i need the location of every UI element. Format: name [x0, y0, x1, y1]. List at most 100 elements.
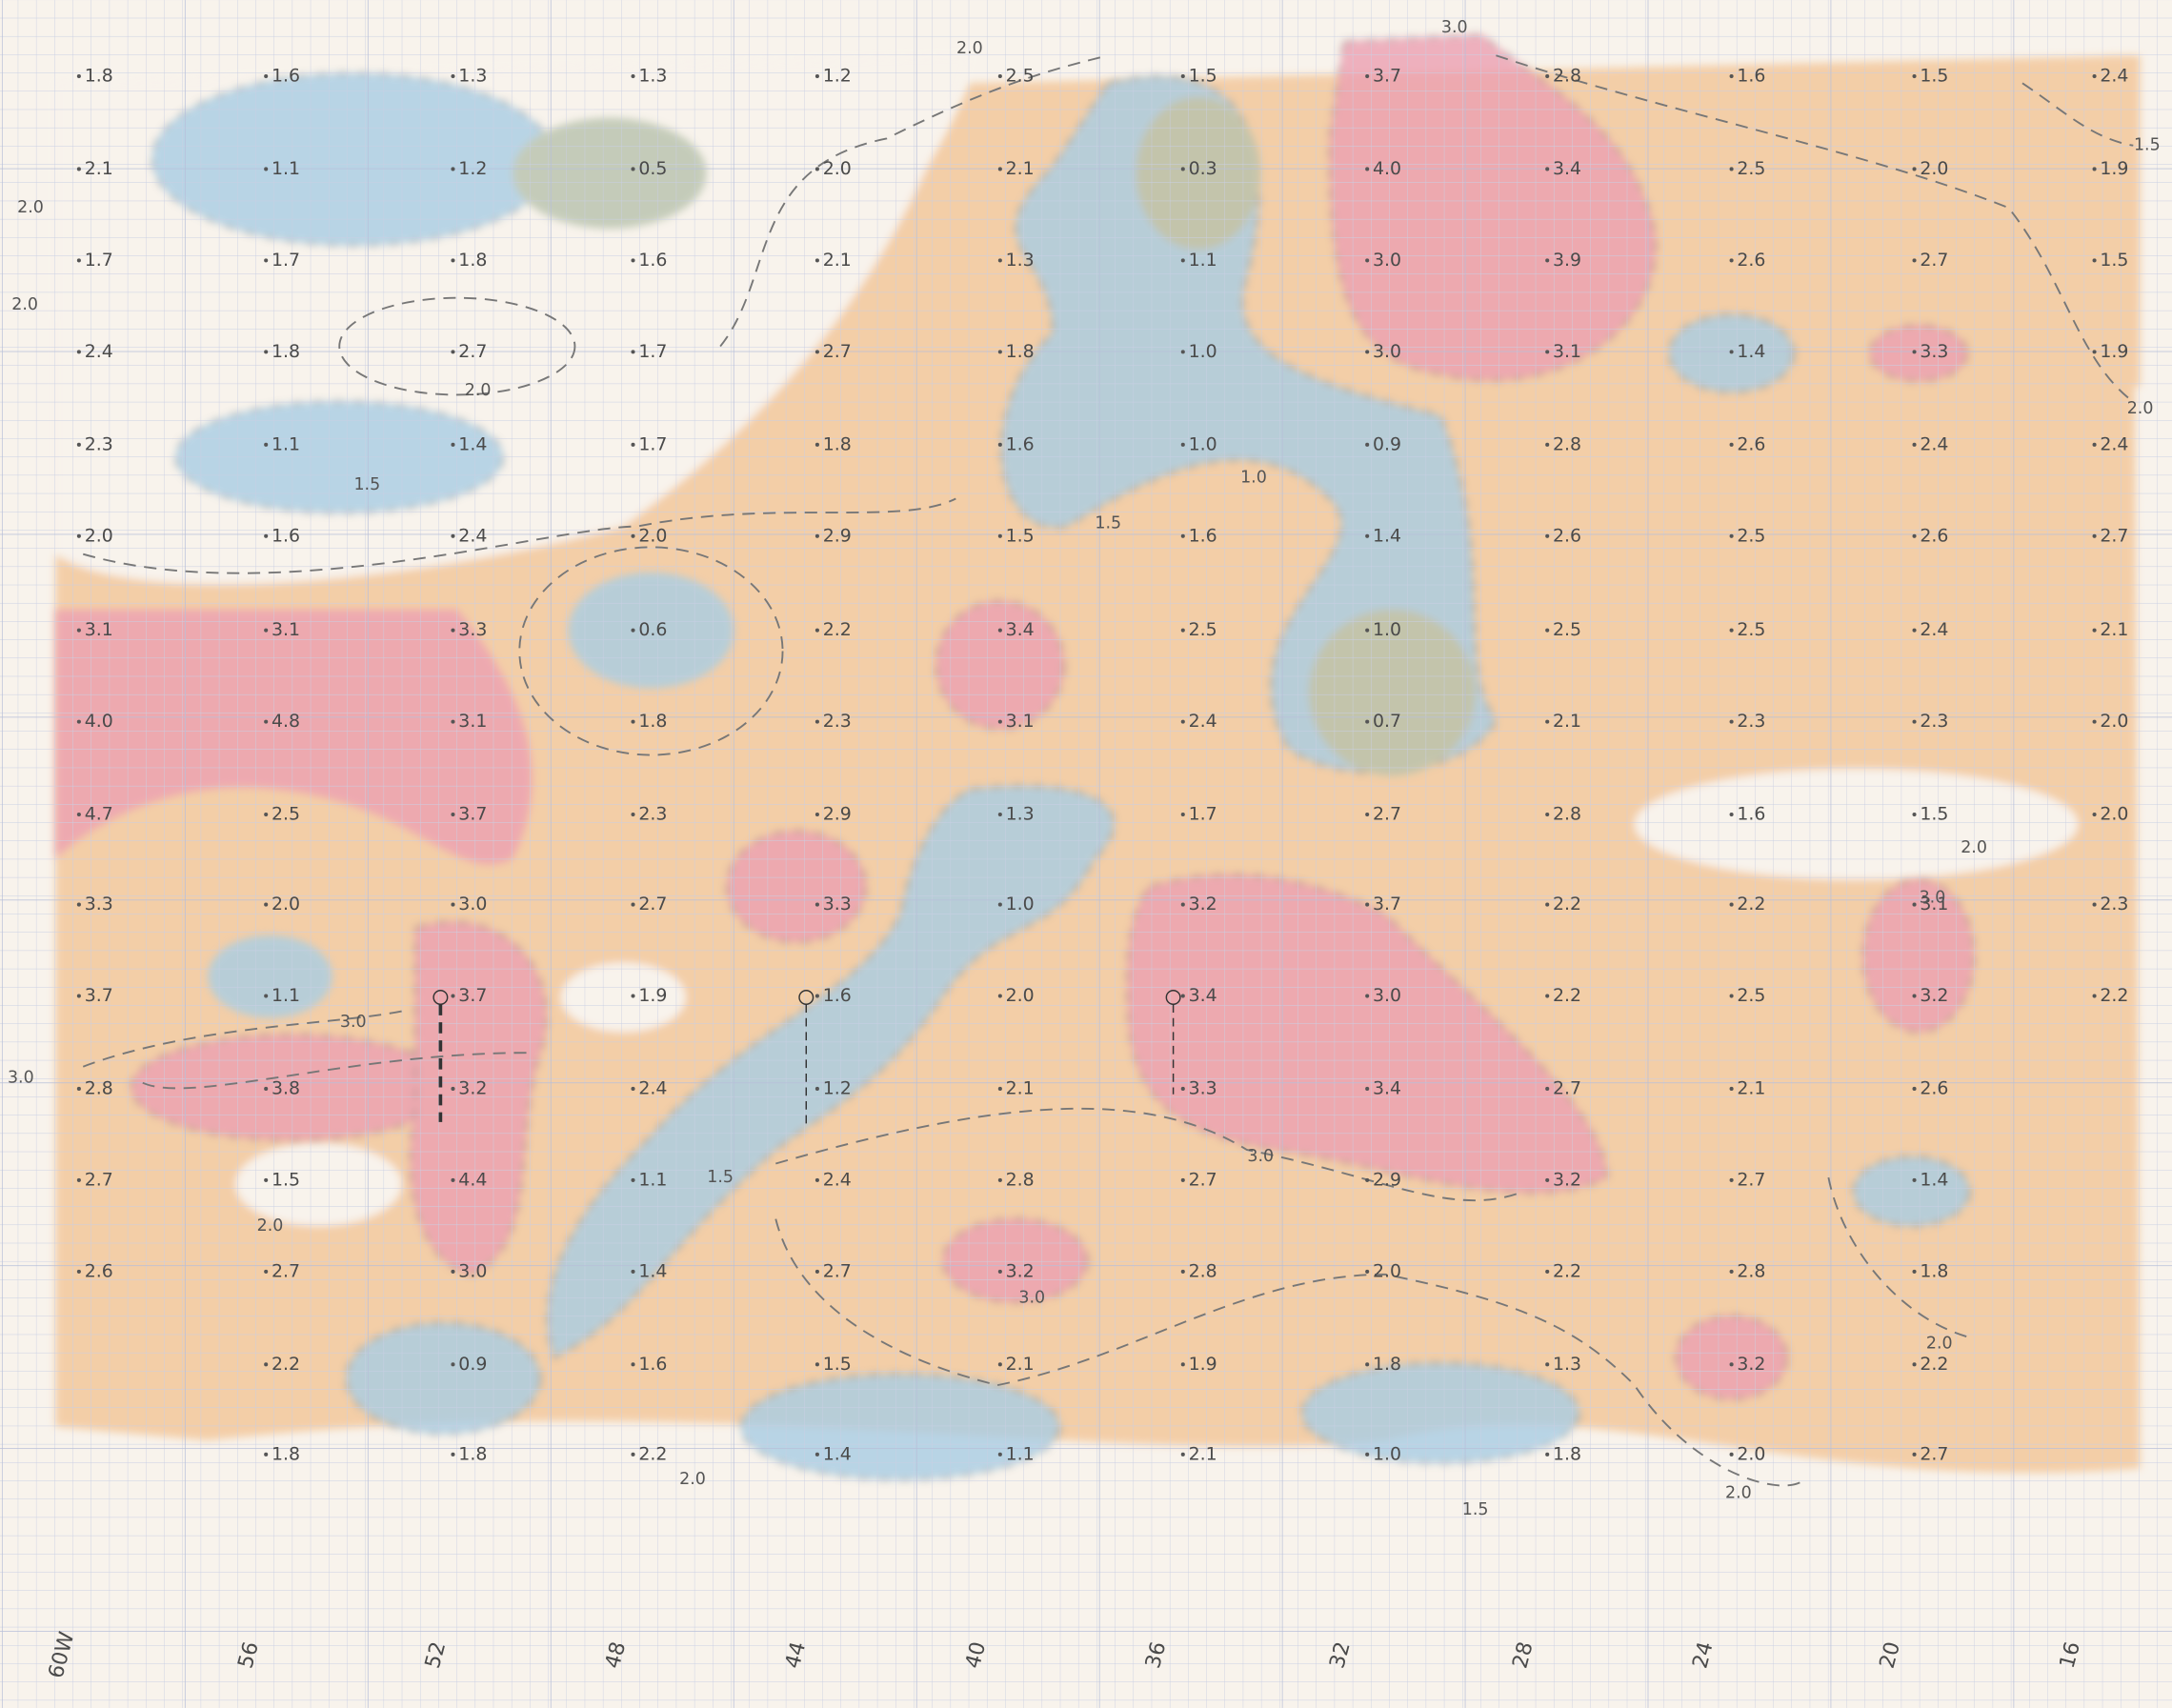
- station-dot: [631, 994, 635, 998]
- contour: [82, 1010, 527, 1090]
- station-dot: [1912, 167, 1917, 171]
- value-label: 2.1: [1189, 1443, 1217, 1464]
- value-label: 3.0: [1373, 985, 1401, 1006]
- station-dot: [1729, 167, 1734, 171]
- station-dot: [1545, 1086, 1550, 1092]
- value-label: 3.2: [458, 1077, 487, 1098]
- station-dot: [814, 1177, 819, 1182]
- contour-label: 2.0: [1725, 1484, 1752, 1503]
- value-label: 2.5: [1737, 619, 1765, 640]
- station-dot: [1365, 813, 1370, 817]
- station-dot: [1545, 350, 1550, 354]
- value-label: 2.4: [85, 341, 113, 362]
- value-label: 2.6: [1737, 250, 1765, 271]
- value-label: 3.1: [1553, 341, 1581, 362]
- contour-label: 2.0: [956, 39, 983, 58]
- value-label: 1.4: [823, 1443, 852, 1464]
- station-dot: [1729, 1086, 1734, 1092]
- station-dot: [76, 1086, 81, 1092]
- station-dot: [1180, 719, 1185, 724]
- station-dot: [1912, 902, 1917, 907]
- station-dot: [814, 1452, 819, 1457]
- station-dot: [2092, 350, 2097, 354]
- value-label: 1.4: [1373, 525, 1401, 546]
- value-label: 1.0: [1189, 341, 1217, 362]
- station-dot: [631, 1269, 635, 1274]
- contour: [2021, 82, 2134, 147]
- station-dot: [1545, 533, 1550, 538]
- value-label: 1.8: [85, 66, 113, 87]
- station-dot: [1729, 813, 1734, 817]
- value-label: 3.0: [458, 894, 487, 914]
- contour-label: 1.0: [1240, 469, 1267, 488]
- value-label: 0.9: [1373, 433, 1401, 454]
- station-dot: [1912, 442, 1917, 447]
- station-dot: [1180, 1362, 1185, 1367]
- value-label: 1.5: [2100, 250, 2128, 271]
- value-label: 1.7: [272, 250, 300, 271]
- station-dot: [1545, 813, 1550, 817]
- station-dot: [451, 813, 455, 817]
- station-dot: [1365, 167, 1370, 171]
- value-label: 3.9: [1553, 250, 1581, 271]
- value-label: 2.3: [2100, 894, 2128, 914]
- contour-label: 1.5: [1095, 514, 1121, 533]
- station-dot: [451, 442, 455, 447]
- station-dot: [1365, 350, 1370, 354]
- value-label: 2.0: [1006, 985, 1035, 1006]
- value-label: 2.5: [1737, 158, 1765, 179]
- station-dot: [1365, 73, 1370, 79]
- value-label: 2.9: [823, 525, 852, 546]
- value-label: 2.8: [1553, 66, 1581, 87]
- value-label: 3.2: [1006, 1260, 1035, 1281]
- contour: [719, 54, 1109, 348]
- station-dot: [1365, 258, 1370, 263]
- station-dot: [997, 813, 1002, 817]
- value-label: 3.7: [1373, 66, 1401, 87]
- station-dot: [264, 1177, 269, 1182]
- value-label: 1.9: [2100, 341, 2128, 362]
- contour-label: 3.0: [1920, 888, 1946, 907]
- contour-label: 3.0: [340, 1013, 367, 1032]
- value-label: 2.7: [458, 341, 487, 362]
- station-dot: [451, 994, 455, 998]
- value-label: 2.0: [823, 158, 852, 179]
- value-label: 2.4: [823, 1169, 852, 1190]
- contour: [775, 1107, 1524, 1202]
- value-label: 2.6: [1553, 525, 1581, 546]
- station-dot: [631, 442, 635, 447]
- station-dot: [1365, 1452, 1370, 1457]
- contour-label: 3.0: [1247, 1147, 1274, 1166]
- value-label: 1.5: [1920, 804, 1948, 825]
- value-label: 1.6: [1737, 66, 1765, 87]
- value-label: 2.4: [458, 525, 487, 546]
- station-dot: [76, 533, 81, 538]
- station-dot: [76, 258, 81, 263]
- value-label: 1.4: [1920, 1169, 1948, 1190]
- station-dot: [631, 1177, 635, 1182]
- station-dot: [1912, 1177, 1917, 1182]
- value-label: 2.1: [1006, 1354, 1035, 1375]
- station-dot: [1729, 719, 1734, 724]
- value-label: 2.1: [1006, 1077, 1035, 1098]
- value-label: 1.6: [823, 985, 852, 1006]
- station-dot: [1729, 1177, 1734, 1182]
- station-dot: [814, 350, 819, 354]
- station-dot: [814, 902, 819, 907]
- value-label: 1.8: [1920, 1260, 1948, 1281]
- value-label: 2.0: [272, 894, 300, 914]
- value-label: 2.0: [1373, 1260, 1401, 1281]
- station-dot: [997, 73, 1002, 79]
- contour-label: 3.0: [1018, 1289, 1045, 1308]
- station-dot: [1912, 628, 1917, 633]
- value-label: 2.7: [1553, 1077, 1581, 1098]
- value-label: 1.3: [1006, 250, 1035, 271]
- value-label: 1.7: [85, 250, 113, 271]
- value-label: 1.2: [458, 158, 487, 179]
- value-label: 2.6: [85, 1260, 113, 1281]
- value-label: 4.7: [85, 804, 113, 825]
- value-label: 2.4: [2100, 433, 2128, 454]
- value-label: 1.8: [823, 433, 852, 454]
- contour: [1827, 1176, 1968, 1338]
- station-dot: [451, 1086, 455, 1092]
